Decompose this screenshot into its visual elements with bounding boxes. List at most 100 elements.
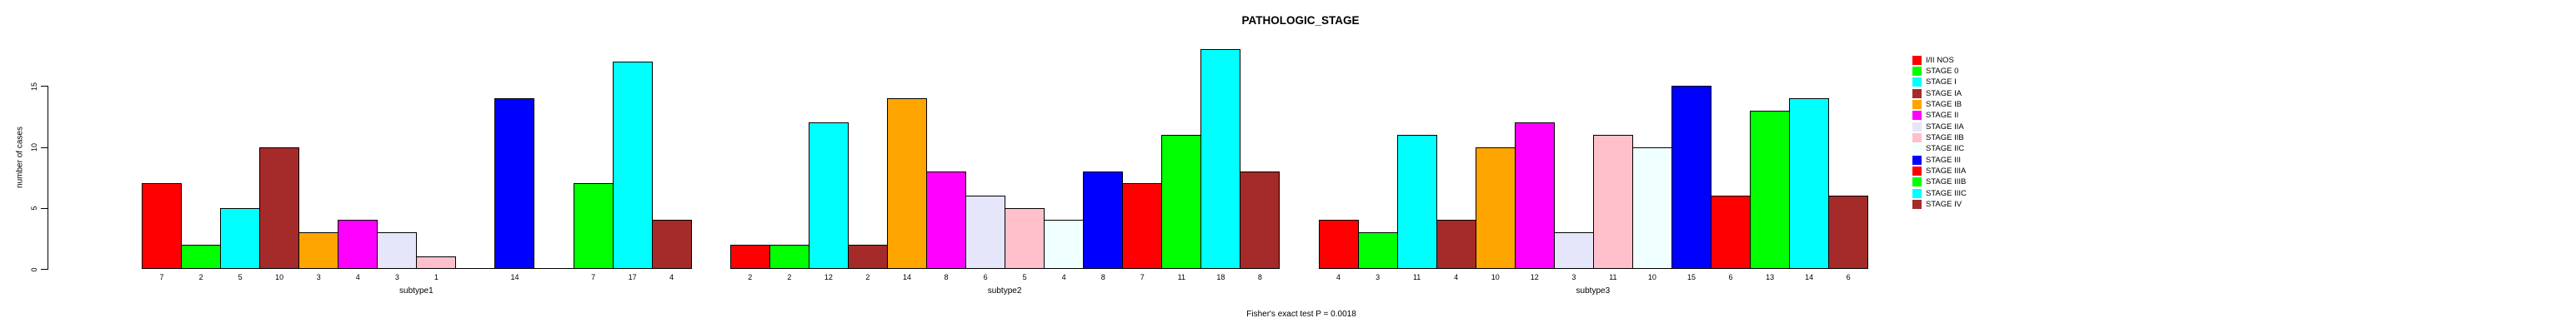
legend-swatch: [1912, 155, 1922, 165]
bar-count-label: 6: [1728, 272, 1733, 281]
zero-count-baseline: [455, 268, 496, 269]
bar-count-label: 13: [1766, 272, 1775, 281]
legend-swatch: [1912, 55, 1922, 65]
bar-count-label: 10: [275, 272, 284, 281]
bar-count-label: 11: [1177, 272, 1185, 281]
chart-title: PATHOLOGIC_STAGE: [1241, 14, 1360, 27]
legend-label: STAGE IB: [1926, 99, 1962, 109]
bar-count-label: 5: [238, 272, 243, 281]
bar: [1318, 220, 1359, 269]
bar: [142, 183, 183, 269]
bar: [181, 244, 222, 269]
bar-count-label: 7: [591, 272, 596, 281]
legend-swatch: [1912, 144, 1922, 154]
legend-label: STAGE IIIB: [1926, 177, 1967, 187]
y-tick: [41, 207, 48, 209]
legend-label: STAGE IIC: [1926, 144, 1965, 154]
bar-count-label: 1: [434, 272, 439, 281]
bar: [1122, 183, 1163, 269]
bar: [926, 171, 967, 269]
bar: [965, 196, 1006, 269]
bar: [494, 97, 535, 269]
legend-label: STAGE IV: [1926, 199, 1962, 209]
y-axis-title: number of cases: [15, 127, 25, 188]
legend-swatch: [1912, 66, 1922, 76]
y-tick-label: 0: [29, 266, 38, 272]
bar-count-label: 12: [824, 272, 833, 281]
bar: [1200, 49, 1241, 269]
bar: [1553, 232, 1594, 269]
bar: [847, 244, 888, 269]
bar-count-label: 4: [1454, 272, 1459, 281]
bar: [651, 220, 692, 269]
bar-count-label: 11: [1412, 272, 1421, 281]
group-label: subtype3: [1576, 286, 1611, 296]
bar: [1240, 171, 1280, 269]
bar-count-label: 4: [1061, 272, 1066, 281]
bar: [1005, 207, 1045, 269]
bar: [612, 61, 653, 269]
y-tick: [41, 147, 48, 148]
group-label: subtype2: [987, 286, 1022, 296]
bar-count-label: 7: [1140, 272, 1145, 281]
legend-label: STAGE IIA: [1926, 122, 1964, 132]
bar-count-label: 3: [1376, 272, 1381, 281]
bar: [1436, 220, 1476, 269]
bar-count-label: 4: [1336, 272, 1341, 281]
legend-label: STAGE IA: [1926, 88, 1962, 98]
bar-count-label: 14: [510, 272, 519, 281]
bar-count-label: 8: [1257, 272, 1262, 281]
fisher-test-annotation: Fisher's exact test P = 0.0018: [1246, 310, 1356, 319]
bar: [1475, 147, 1516, 269]
bar: [1828, 196, 1869, 269]
bar: [1161, 134, 1202, 269]
zero-count-baseline: [534, 268, 574, 269]
bar: [1396, 134, 1437, 269]
bar-count-label: 15: [1686, 272, 1696, 281]
group-label: subtype1: [399, 286, 434, 296]
legend-label: STAGE I: [1926, 77, 1957, 87]
bar-count-label: 12: [1530, 272, 1539, 281]
bar-count-label: 6: [983, 272, 988, 281]
legend-swatch: [1912, 99, 1922, 109]
bar: [886, 97, 927, 269]
bar: [769, 244, 809, 269]
bar: [1671, 86, 1711, 269]
bar: [1631, 147, 1672, 269]
legend-swatch: [1912, 199, 1922, 209]
legend-label: STAGE III: [1926, 155, 1962, 165]
bar: [1789, 97, 1830, 269]
bar-count-label: 8: [1100, 272, 1105, 281]
y-tick: [41, 269, 48, 270]
bar: [573, 183, 614, 269]
bar: [1044, 220, 1085, 269]
legend-label: STAGE IIIC: [1926, 188, 1967, 198]
bar: [1750, 110, 1791, 269]
bar: [338, 220, 378, 269]
bar-count-label: 10: [1491, 272, 1500, 281]
bar-count-label: 8: [944, 272, 949, 281]
bar: [1514, 122, 1555, 269]
bar: [1083, 171, 1124, 269]
legend-swatch: [1912, 177, 1922, 187]
bar: [1357, 232, 1398, 269]
bar: [220, 207, 261, 269]
bar-count-label: 11: [1609, 272, 1617, 281]
bar-count-label: 14: [902, 272, 911, 281]
bar-count-label: 2: [865, 272, 870, 281]
legend-label: STAGE 0: [1926, 66, 1959, 76]
bar-count-label: 2: [787, 272, 792, 281]
bar-count-label: 18: [1216, 272, 1225, 281]
legend-swatch: [1912, 77, 1922, 87]
y-tick: [41, 86, 48, 87]
bar-count-label: 4: [355, 272, 360, 281]
legend-label: I/II NOS: [1926, 55, 1954, 65]
bar: [1711, 196, 1752, 269]
bar-count-label: 3: [394, 272, 399, 281]
bar-count-label: 10: [1647, 272, 1656, 281]
bar-count-label: 4: [669, 272, 674, 281]
bar: [377, 232, 418, 269]
bar-count-label: 17: [628, 272, 637, 281]
legend-swatch: [1912, 111, 1922, 121]
